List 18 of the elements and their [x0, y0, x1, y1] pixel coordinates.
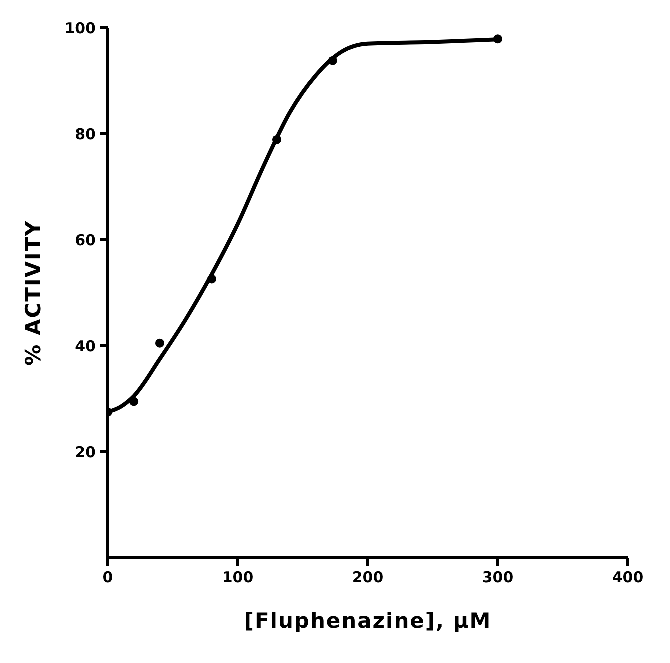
- x-tick-label: 400: [612, 568, 644, 587]
- x-tick-label: 200: [352, 568, 384, 587]
- y-tick-label: 20: [75, 443, 96, 462]
- y-tick-label: 100: [64, 19, 96, 38]
- point: [328, 56, 338, 66]
- point: [129, 397, 139, 406]
- y-tick-label: 40: [75, 337, 96, 356]
- y-tick-label: 60: [75, 231, 96, 250]
- x-tick-label: 300: [482, 568, 514, 587]
- x-axis-title: [Fluphenazine], µM: [244, 609, 492, 633]
- point: [207, 274, 217, 284]
- point: [493, 34, 503, 44]
- y-axis-title: % ACTIVITY: [21, 220, 46, 366]
- y-tick-label: 80: [75, 125, 96, 144]
- x-tick-label: 0: [102, 568, 114, 587]
- x-tick-label: 100: [222, 568, 254, 587]
- point: [272, 135, 282, 144]
- point: [155, 338, 165, 348]
